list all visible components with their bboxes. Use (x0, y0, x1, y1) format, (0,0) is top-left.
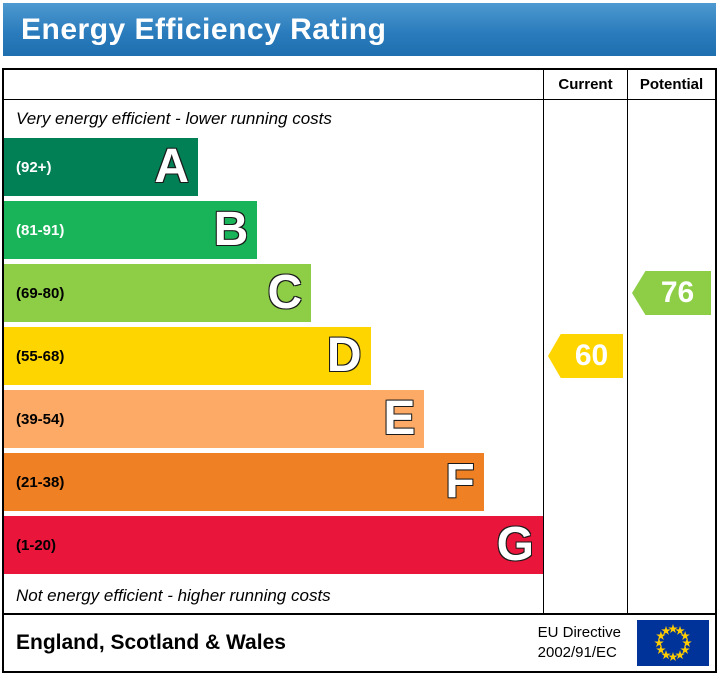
band-row-g: (1-20) G (4, 516, 543, 574)
current-column-header: Current (543, 70, 627, 100)
chart-area: Very energy efficient - lower running co… (4, 100, 543, 613)
title-bar: Energy Efficiency Rating (3, 3, 716, 56)
footer: England, Scotland & Wales EU Directive 2… (4, 613, 715, 671)
band-range-label: (81-91) (16, 221, 65, 239)
band-letter: G (496, 518, 534, 571)
band-bar-f: (21-38) F (4, 453, 484, 511)
rating-table: Current Potential Very energy efficient … (2, 68, 717, 673)
potential-rating-marker: 76 (632, 271, 711, 315)
band-bar-d: (55-68) D (4, 327, 371, 385)
band-row-e: (39-54) E (4, 390, 543, 448)
band-letter: D (326, 329, 362, 382)
band-bar-c: (69-80) C (4, 264, 312, 322)
band-bar-a: (92+) A (4, 138, 199, 196)
band-bar-b: (81-91) B (4, 201, 258, 259)
eu-directive-line2: 2002/91/EC (537, 644, 617, 661)
band-letter: C (267, 266, 303, 319)
rating-grid: Current Potential Very energy efficient … (4, 70, 715, 613)
region-label: England, Scotland & Wales (16, 631, 286, 654)
band-range-label: (21-38) (16, 473, 65, 491)
band-letter: A (154, 140, 190, 193)
current-rating-value: 60 (574, 339, 609, 372)
eu-directive-line1: EU Directive (537, 623, 621, 641)
band-range-label: (92+) (16, 158, 52, 176)
band-bar-e: (39-54) E (4, 390, 425, 448)
bottom-note: Not energy efficient - higher running co… (16, 586, 331, 605)
band-letter: F (445, 455, 475, 508)
band-row-d: (55-68) D (4, 327, 543, 385)
band-letter: E (383, 392, 416, 445)
band-bar-g: (1-20) G (4, 516, 543, 574)
band-row-c: (69-80) C (4, 264, 543, 322)
band-range-label: (39-54) (16, 410, 65, 428)
potential-column-header: Potential (627, 70, 715, 100)
chart-header-spacer (4, 70, 543, 100)
current-column: 60 (543, 100, 627, 613)
eu-flag-icon (637, 620, 709, 666)
epc-rating-page: Energy Efficiency Rating Current Potenti… (0, 3, 719, 678)
potential-rating-value: 76 (660, 276, 695, 309)
top-note: Very energy efficient - lower running co… (16, 109, 332, 128)
potential-column: 76 (627, 100, 715, 613)
band-range-label: (69-80) (16, 284, 65, 302)
band-range-label: (1-20) (16, 536, 57, 554)
band-letter: B (213, 203, 249, 256)
band-row-b: (81-91) B (4, 201, 543, 259)
eu-directive-label: EU Directive 2002/91/EC (538, 623, 621, 664)
band-range-label: (55-68) (16, 347, 65, 365)
bands: (92+) A (81-91) B (69-80) C (55-68) D (39-54) E (2… (4, 138, 543, 574)
page-title: Energy Efficiency Rating (21, 12, 387, 46)
band-row-f: (21-38) F (4, 453, 543, 511)
current-rating-marker: 60 (548, 334, 623, 378)
band-row-a: (92+) A (4, 138, 543, 196)
